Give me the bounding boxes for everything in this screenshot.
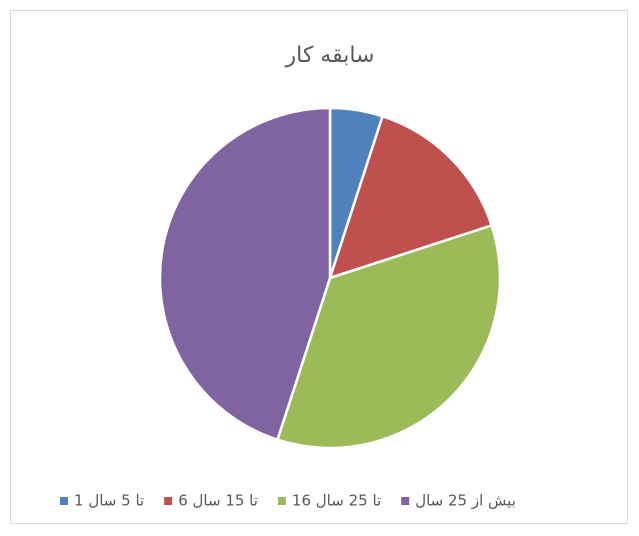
legend-marker	[164, 497, 173, 505]
legend-marker	[277, 497, 286, 505]
legend-label: 1 تا 5 سال	[74, 492, 144, 510]
legend-label: 16 تا 25 سال	[292, 492, 381, 510]
legend-marker	[60, 497, 68, 505]
legend-label: بیش از 25 سال	[415, 492, 516, 510]
chart-title: سابقه کار	[285, 43, 375, 68]
pie-slice	[275, 223, 502, 450]
legend-marker	[401, 497, 410, 505]
pie-slice	[158, 106, 332, 442]
legend-label: 6 تا 15 سال	[178, 492, 258, 510]
